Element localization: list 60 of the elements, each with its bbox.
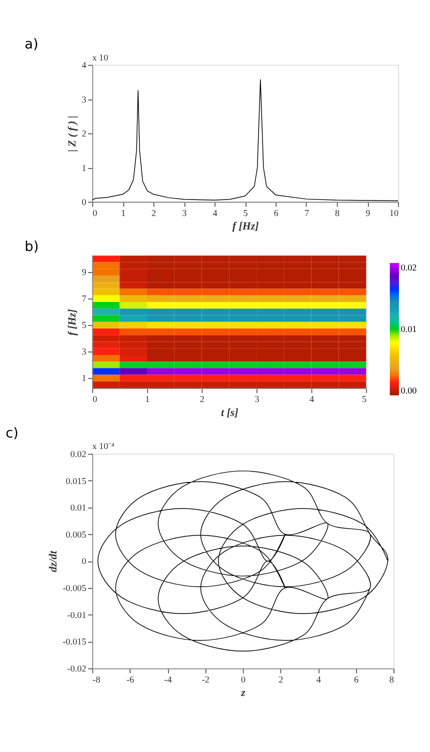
- color-bar-label: 0.01: [400, 324, 417, 334]
- color-bar-label: 0.02: [400, 262, 418, 272]
- x-tick-label: 6: [354, 674, 359, 684]
- x-tick-label: 5: [362, 394, 367, 404]
- y-tick-label: 0: [82, 556, 87, 566]
- chart-title: a): [24, 36, 38, 52]
- x-axis-title: z: [240, 687, 246, 700]
- y-tick-label: -0.005: [62, 583, 87, 594]
- x-tick-label: -2: [202, 674, 210, 684]
- y-tick-label: 0.015: [66, 476, 87, 486]
- y-tick-label: 0: [82, 196, 87, 207]
- y-tick-label: -0.015: [62, 636, 87, 647]
- x-tick-label: 8: [335, 208, 340, 218]
- y-tick-label: 9: [82, 266, 87, 277]
- x-axis-title: f [Hz]: [232, 220, 260, 233]
- x-tick-label: -4: [164, 674, 172, 684]
- y-tick-label: -0.02: [67, 664, 87, 674]
- x-tick-label: 4: [309, 394, 314, 404]
- x-tick-label: 8: [389, 674, 394, 684]
- x-tick-label: 9: [366, 208, 371, 218]
- x-tick-label: 10: [389, 208, 399, 218]
- text: x 10⁻⁴: [92, 441, 114, 452]
- y-tick-label: 7: [82, 293, 87, 304]
- x-tick-label: 6: [274, 208, 279, 218]
- x-tick-label: 4: [316, 674, 322, 684]
- line-series: [97, 470, 388, 652]
- x-tick-label: -8: [92, 674, 101, 684]
- y-tick-label: 5: [82, 320, 87, 330]
- x-tick-label: 0: [92, 394, 98, 404]
- y-axis-title: dz/dt: [47, 550, 60, 572]
- x-tick-label: 2: [278, 674, 284, 684]
- text: x 10: [92, 52, 109, 62]
- x-tick-label: 0: [92, 208, 98, 218]
- y-tick-label: 2: [82, 128, 87, 139]
- x-tick-label: 2: [200, 394, 205, 404]
- x-tick-label: 1: [120, 208, 126, 218]
- x-tick-label: 7: [304, 208, 310, 218]
- y-tick-label: 0.02: [70, 448, 87, 459]
- y-tick-label: 3: [82, 346, 87, 356]
- x-tick-label: 4: [212, 208, 218, 218]
- y-tick-label: 4: [82, 60, 87, 70]
- y-tick-label: 0.01: [70, 502, 86, 513]
- x-tick-label: 3: [182, 208, 188, 218]
- y-tick-label: 1: [82, 162, 86, 173]
- y-tick-label: 1: [82, 372, 86, 383]
- y-axis-title: | Z ( f ) |: [66, 116, 78, 152]
- y-tick-label: 0.005: [66, 529, 87, 540]
- x-tick-label: 5: [243, 208, 248, 218]
- x-axis-title: t [s]: [220, 406, 239, 419]
- y-tick-label: 3: [82, 94, 87, 104]
- x-tick-label: 1: [145, 394, 150, 404]
- y-axis-title: f [Hz]: [66, 308, 78, 336]
- y-tick-label: -0.01: [67, 610, 86, 620]
- chart-title: c): [6, 425, 19, 442]
- chart-title: b): [24, 239, 39, 256]
- x-tick-label: 0: [241, 674, 246, 684]
- x-tick-label: -6: [126, 674, 135, 684]
- x-tick-label: 3: [254, 394, 260, 404]
- color-bar-label: 0.00: [400, 386, 418, 396]
- x-tick-label: 2: [152, 208, 157, 218]
